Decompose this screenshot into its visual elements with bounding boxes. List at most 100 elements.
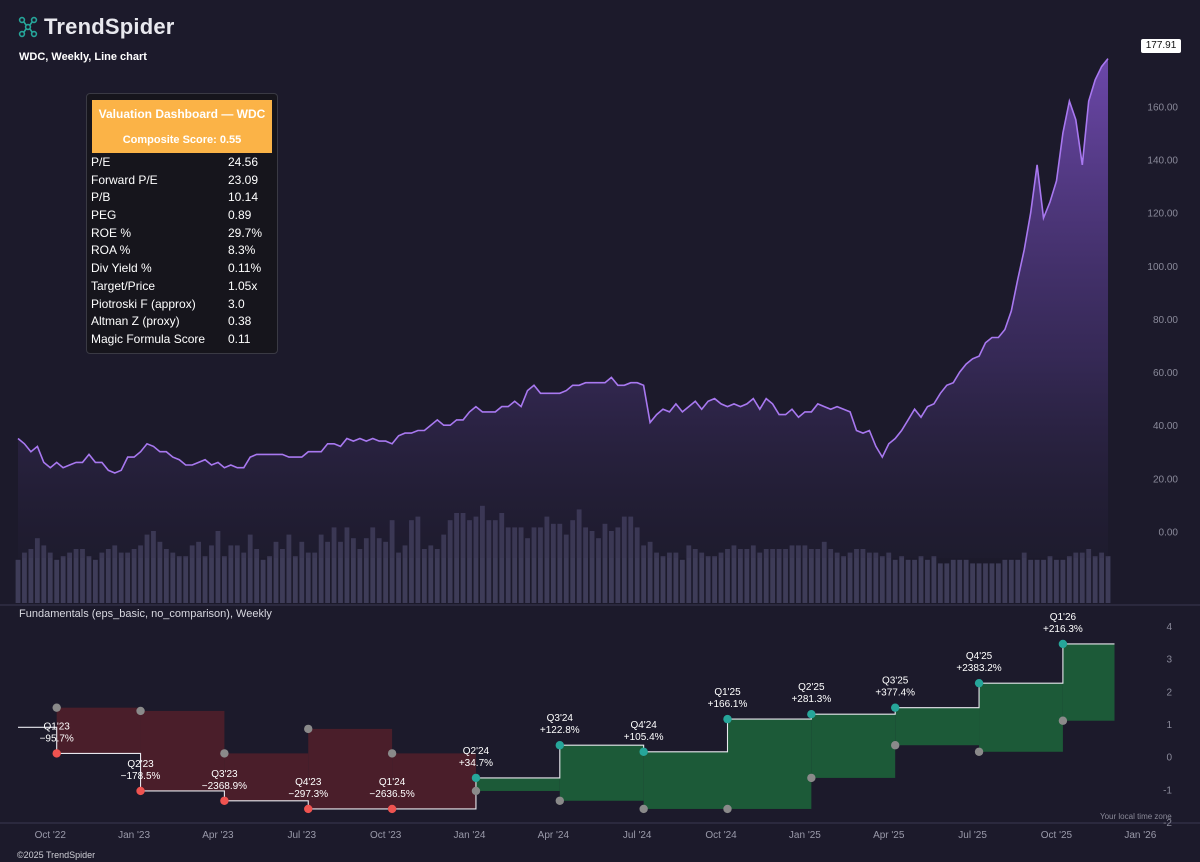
metric-name: P/E [91,155,111,169]
volume-bar [363,538,369,603]
volume-bar [80,549,85,603]
metric-value: 0.11 [228,331,251,346]
comparison-marker [52,703,61,712]
volume-bar [531,527,537,603]
eps-marker [807,710,816,719]
metric-value: 0.11% [228,261,262,276]
volume-bar [428,545,434,603]
eps-change-label: +377.4% [875,688,915,699]
volume-bar [286,534,292,603]
x-axis-tick: Jan '26 [1124,830,1156,841]
valuation-dashboard: Valuation Dashboard — WDC Composite Scor… [86,93,278,354]
x-axis-tick: Jul '23 [288,830,317,841]
volume-bar [22,552,27,603]
volume-bar [634,527,640,603]
volume-bar [486,520,492,603]
comparison-marker [639,804,648,814]
dashboard-row: ROE % 29.7% [91,225,273,243]
fundamentals-y-tick: 4 [1166,622,1172,633]
volume-bar [15,559,21,603]
dashboard-row: Forward P/E 23.09 [91,172,273,190]
eps-difference-band [308,728,393,809]
eps-difference-band [559,745,644,801]
volume-bar [641,545,647,603]
volume-bar [660,556,666,603]
dashboard-row: Magic Formula Score 0.11 [91,331,273,349]
eps-marker [136,786,145,796]
volume-bar [609,531,614,603]
volume-bar [550,523,556,603]
volume-bar [570,520,576,603]
eps-marker [471,773,481,783]
comparison-marker [891,741,900,750]
x-axis-tick: Jul '25 [958,830,987,841]
volume-bar [679,559,685,603]
volume-bar [86,556,92,603]
eps-difference-band [979,683,1063,752]
volume-bar [254,549,260,603]
eps-difference-band [727,719,812,809]
eps-change-label: +105.4% [624,732,664,743]
volume-bar [718,552,724,603]
volume-bar [970,563,975,603]
x-axis-tick: Jan '25 [789,830,821,841]
volume-bar [686,545,692,603]
quarter-label: Q4'25 [966,651,993,662]
x-axis-tick: Oct '24 [705,830,737,841]
volume-bar [409,520,414,603]
volume-bar [518,527,524,603]
volume-bar [563,534,569,603]
volume-bar [325,541,330,603]
volume-bar [712,556,717,603]
eps-change-label: −2636.5% [369,789,414,800]
eps-difference-band [895,707,980,746]
quarter-label: Q3'23 [211,769,238,780]
volume-bar [241,552,247,603]
volume-bar [318,534,324,603]
metric-name: ROE % [91,225,132,240]
volume-bar [1047,556,1053,603]
volume-bar [1099,552,1104,603]
metric-value: 23.09 [228,172,259,187]
eps-change-label: −297.3% [288,789,328,800]
dashboard-row: P/E 24.56 [91,154,273,172]
volume-bar [163,549,169,603]
metric-name: ROA % [91,243,131,258]
volume-bar [544,516,550,603]
volume-bar [183,556,189,603]
volume-bar [125,552,131,603]
x-axis-tick: Apr '23 [202,830,234,841]
volume-bar [247,534,253,603]
volume-bar [892,559,898,603]
x-axis-tick: Oct '22 [35,830,67,841]
timezone-note[interactable]: Your local time zone [1100,812,1172,821]
metric-value: 1.05x [228,278,258,293]
dashboard-row: Piotroski F (approx) 3.0 [91,296,273,314]
brand-name: TrendSpider [44,14,175,39]
metric-value: 0.38 [228,314,252,329]
volume-bar [699,552,705,603]
volume-bar [151,531,156,603]
volume-bar [351,538,356,603]
volume-bar [189,545,195,603]
eps-change-label: +281.3% [791,694,831,705]
trendspider-logo-icon [18,16,38,38]
quarter-label: Q1'23 [44,721,71,732]
volume-bar [47,552,53,603]
copyright: ©2025 TrendSpider [17,850,96,860]
quarter-label: Q2'25 [798,682,825,693]
volume-bar [434,549,440,603]
metric-name: PEG [91,208,117,223]
price-y-tick: 80.00 [1153,315,1178,326]
volume-bar [1028,559,1034,603]
volume-bar [821,541,827,603]
comparison-marker [974,747,984,756]
volume-bar [1092,556,1098,603]
volume-bar [847,552,853,603]
volume-bar [389,520,395,603]
volume-bar [757,552,763,603]
volume-bar [667,552,672,603]
quarter-label: Q2'24 [463,746,490,757]
volume-bar [692,549,698,603]
